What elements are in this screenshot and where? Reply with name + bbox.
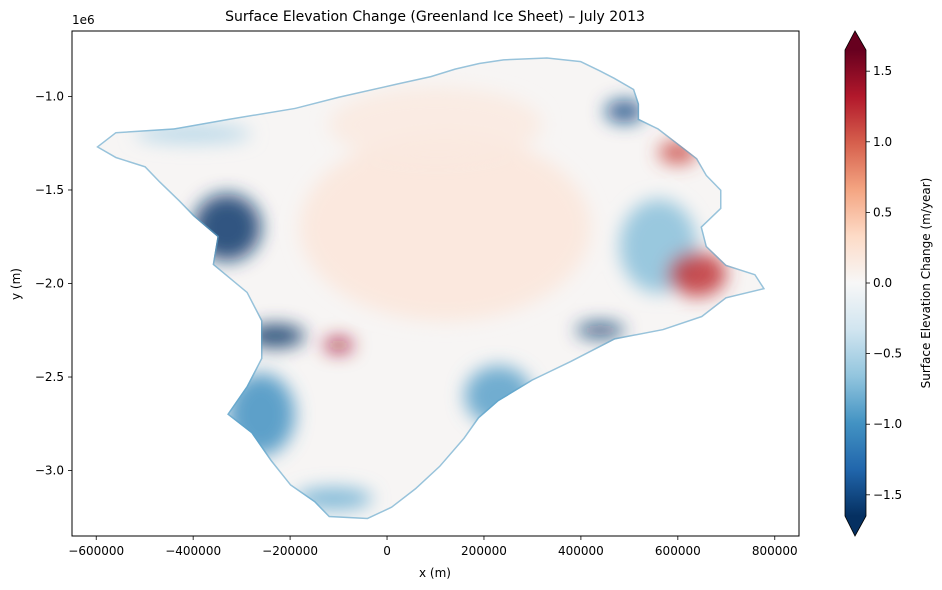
- elevation-region: [464, 365, 533, 426]
- colorbar-tick-label: −1.5: [873, 488, 902, 502]
- colorbar-tick-label: −0.5: [873, 347, 902, 361]
- x-tick-label: 800000: [752, 544, 798, 558]
- y-tick-label: −1.5: [35, 183, 64, 197]
- x-axis-ticks: −600000 −400000 −200000 0 200000 400000 600000…: [68, 536, 798, 558]
- colorbar-label: Surface Elevation Change (m/year): [919, 178, 933, 389]
- elevation-region: [299, 133, 591, 321]
- y-tick-label: −1.0: [35, 89, 64, 103]
- elevation-region: [227, 373, 295, 456]
- colorbar: 1.5 1.0 0.5 0.0 −0.5 −1.0 −1.5 Surface Elevati…: [844, 30, 933, 537]
- x-axis-label: x (m): [419, 566, 451, 580]
- colorbar-tick-label: 0.5: [873, 205, 892, 219]
- colorbar-tick-label: 0.0: [873, 276, 892, 290]
- x-tick-label: −400000: [165, 544, 221, 558]
- elevation-region: [324, 337, 354, 353]
- y-axis-label: y (m): [9, 268, 23, 300]
- colorbar-body: [845, 50, 866, 516]
- colorbar-tick-label: 1.0: [873, 135, 892, 149]
- x-tick-label: −600000: [68, 544, 124, 558]
- x-tick-label: −200000: [262, 544, 318, 558]
- elevation-region: [576, 322, 625, 338]
- elevation-region: [135, 124, 252, 144]
- elevation-region: [294, 487, 373, 510]
- colorbar-tick-label: −1.0: [873, 417, 902, 431]
- elevation-region: [328, 87, 543, 162]
- elevation-region: [668, 251, 727, 297]
- y-axis-ticks: −1.0 −1.5 −2.0 −2.5 −3.0: [35, 89, 72, 478]
- colorbar-extend-bottom: [845, 516, 866, 536]
- colorbar-ticks: 1.5 1.0 0.5 0.0 −0.5 −1.0 −1.5: [866, 64, 902, 502]
- x-tick-label: 200000: [461, 544, 507, 558]
- elevation-region: [246, 324, 305, 348]
- x-tick-label: 600000: [655, 544, 701, 558]
- chart-title: Surface Elevation Change (Greenland Ice …: [225, 9, 645, 25]
- y-tick-label: −2.0: [35, 277, 64, 291]
- elevation-region: [193, 193, 262, 262]
- x-tick-label: 0: [383, 544, 391, 558]
- y-tick-label: −3.0: [35, 464, 64, 478]
- colorbar-outline: [844, 30, 867, 537]
- colorbar-tick-label: 1.5: [873, 64, 892, 78]
- elevation-region: [605, 100, 644, 123]
- y-tick-label: −2.5: [35, 370, 64, 384]
- ice-sheet-margin: [96, 57, 766, 520]
- ice-sheet: [96, 57, 766, 520]
- x-tick-label: 400000: [558, 544, 604, 558]
- colorbar-extend-top: [845, 31, 866, 50]
- heatmap-area: [96, 57, 766, 520]
- y-offset-label: 1e6: [72, 13, 95, 27]
